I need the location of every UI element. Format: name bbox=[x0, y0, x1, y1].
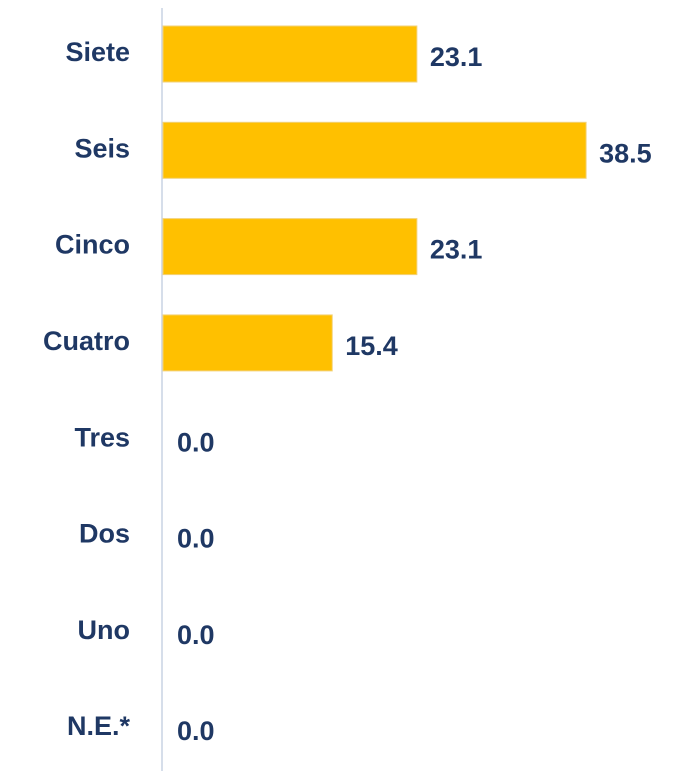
value-label: 0.0 bbox=[177, 620, 215, 650]
category-label: Uno bbox=[78, 615, 130, 645]
value-label: 0.0 bbox=[177, 716, 215, 746]
value-label: 15.4 bbox=[345, 331, 398, 361]
bar bbox=[162, 218, 418, 276]
category-label: Cinco bbox=[55, 230, 130, 260]
bar bbox=[162, 25, 418, 83]
category-label: Siete bbox=[65, 37, 130, 67]
category-label: Tres bbox=[74, 422, 130, 452]
value-label: 23.1 bbox=[430, 42, 483, 72]
value-label: 0.0 bbox=[177, 427, 215, 457]
category-label: Cuatro bbox=[43, 326, 130, 356]
bar bbox=[162, 314, 333, 372]
category-label: Seis bbox=[74, 133, 130, 163]
value-label: 38.5 bbox=[599, 138, 652, 168]
category-label: Dos bbox=[79, 519, 130, 549]
value-label: 0.0 bbox=[177, 524, 215, 554]
bar bbox=[162, 121, 587, 179]
value-label: 23.1 bbox=[430, 235, 483, 265]
category-label: N.E.* bbox=[67, 711, 131, 741]
